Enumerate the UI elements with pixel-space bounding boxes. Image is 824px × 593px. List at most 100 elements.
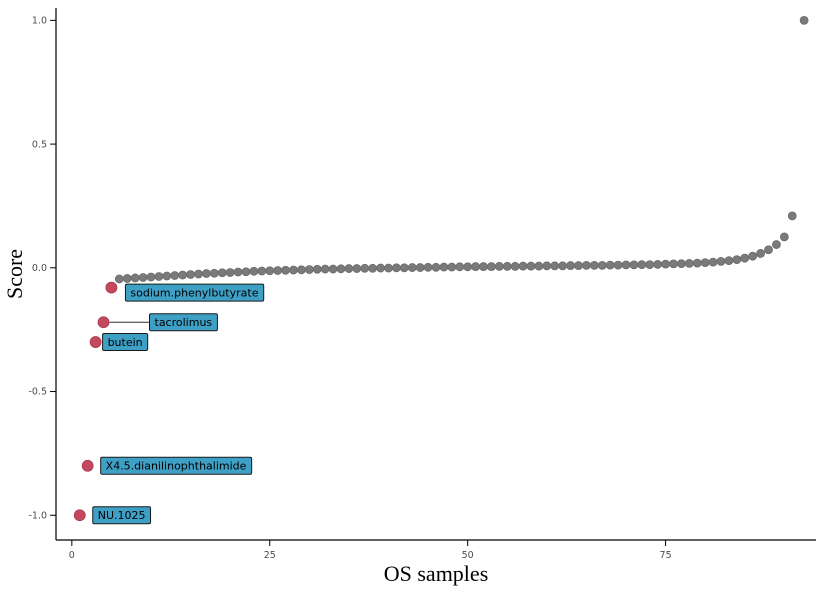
- data-point: [799, 15, 809, 25]
- data-point: [566, 261, 575, 270]
- data-point: [431, 262, 441, 272]
- point-label-box: [124, 283, 265, 302]
- data-point: [621, 260, 631, 270]
- data-point: [582, 260, 591, 270]
- data-point: [273, 266, 283, 275]
- data-point: [352, 264, 362, 273]
- y-tick-label: 1.0: [32, 16, 47, 27]
- plot-layer: 1.0 0.5 0.0 -0.5 -1.0 0 25 50 75 sodium.phenylbut…: [28, 8, 816, 561]
- data-point: [376, 263, 385, 273]
- highlighted-point: [73, 509, 86, 522]
- point-label-text: X4.5.dianilinophthalimide: [106, 460, 247, 473]
- data-point: [613, 260, 623, 270]
- data-point: [225, 268, 235, 277]
- data-point: [407, 263, 417, 272]
- data-point: [130, 273, 140, 283]
- point-label-box: [149, 313, 218, 332]
- data-point: [637, 260, 647, 269]
- data-point: [732, 255, 742, 265]
- data-point: [265, 266, 275, 276]
- data-point: [233, 267, 243, 277]
- data-point: [439, 262, 449, 272]
- data-point: [447, 262, 457, 272]
- data-point: [542, 261, 552, 271]
- data-point: [423, 262, 433, 272]
- data-point: [170, 271, 180, 280]
- data-point: [257, 266, 267, 276]
- data-point: [312, 264, 322, 274]
- point-label-text: sodium.phenylbutyrate: [130, 286, 258, 299]
- data-point: [597, 260, 607, 270]
- data-point: [368, 263, 378, 273]
- data-point: [708, 257, 718, 267]
- data-point: [510, 261, 520, 271]
- data-point: [249, 266, 259, 276]
- data-point: [684, 258, 694, 268]
- data-point: [154, 272, 164, 281]
- data-point: [399, 263, 409, 273]
- data-point: [479, 262, 488, 271]
- data-point: [589, 260, 599, 270]
- y-tick-label: -1.0: [28, 510, 47, 521]
- data-point: [138, 273, 148, 282]
- point-label-box: [102, 333, 149, 352]
- data-point: [518, 261, 528, 271]
- data-point: [605, 260, 615, 270]
- data-point: [629, 260, 639, 270]
- highlighted-point: [89, 336, 102, 348]
- point-label-text: butein: [108, 336, 143, 349]
- data-point: [716, 256, 726, 266]
- y-axis-title: Score: [2, 249, 27, 299]
- y-tick-label: 0.0: [32, 263, 47, 274]
- data-point: [526, 261, 536, 271]
- data-point: [304, 265, 314, 274]
- y-tick-label: 0.5: [32, 139, 47, 150]
- x-tick-label: 25: [264, 550, 276, 561]
- data-point: [297, 265, 306, 275]
- data-point: [558, 261, 568, 271]
- x-tick-label: 75: [660, 550, 672, 561]
- data-point: [209, 268, 219, 278]
- data-point: [162, 271, 172, 281]
- data-point: [186, 270, 195, 279]
- point-label-text: tacrolimus: [155, 316, 213, 329]
- data-point: [502, 261, 512, 271]
- highlighted-point: [81, 459, 94, 472]
- data-point: [756, 249, 765, 258]
- x-tick-label: 0: [69, 550, 75, 561]
- data-point: [289, 265, 298, 275]
- data-point: [677, 259, 686, 269]
- point-label-text: NU.1025: [98, 509, 146, 522]
- data-point: [487, 262, 496, 271]
- data-point: [217, 268, 227, 278]
- data-point: [787, 211, 797, 221]
- y-tick-label: -0.5: [28, 387, 47, 398]
- data-point: [534, 261, 544, 271]
- data-point: [779, 232, 789, 242]
- data-point: [114, 274, 124, 284]
- highlighted-point: [97, 316, 110, 329]
- point-label-box: [100, 456, 253, 475]
- data-point: [336, 264, 346, 274]
- data-point: [392, 263, 401, 273]
- data-point: [202, 269, 211, 278]
- data-point: [241, 267, 251, 277]
- data-point: [748, 251, 758, 261]
- data-point: [455, 262, 465, 272]
- data-point: [550, 261, 560, 271]
- data-point: [281, 265, 290, 275]
- data-point: [700, 258, 710, 268]
- data-point: [178, 270, 188, 280]
- data-point: [194, 269, 203, 279]
- data-point: [653, 259, 663, 269]
- data-point: [724, 256, 734, 266]
- highlighted-point: [105, 281, 118, 294]
- data-point: [122, 274, 132, 283]
- data-point: [384, 263, 393, 273]
- x-axis-title: OS samples: [384, 561, 489, 586]
- data-point: [328, 264, 338, 274]
- data-point: [645, 260, 655, 269]
- data-point: [415, 263, 425, 272]
